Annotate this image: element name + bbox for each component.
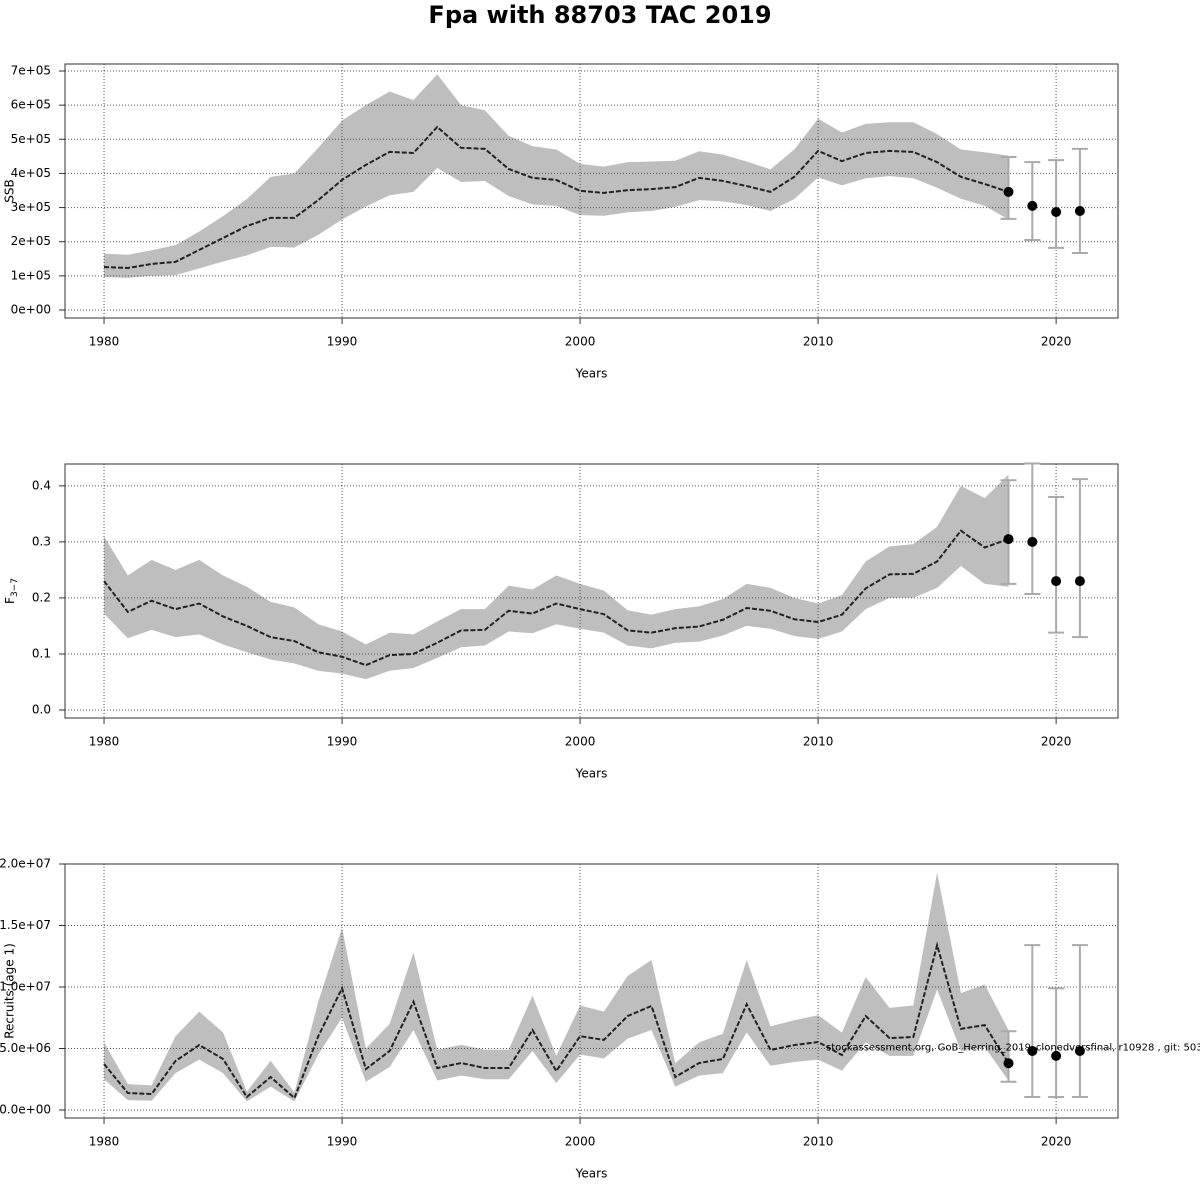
y-tick-label: 1.5e+07 xyxy=(0,918,51,932)
x-tick-label: 2020 xyxy=(1041,735,1072,749)
y-axis-label-subscript: 3−7 xyxy=(10,578,20,597)
x-tick-label: 1990 xyxy=(327,1135,358,1149)
projection-point xyxy=(1074,205,1085,216)
x-axis-label: Years xyxy=(575,767,608,781)
y-tick-label: 0.1 xyxy=(32,646,51,660)
y-tick-label: 3e+05 xyxy=(11,200,51,214)
panel: 1980 1990 2000 2010 2020 0e+00 1e+05 2e+05 3e+05… xyxy=(3,63,1119,381)
x-tick-label: 1980 xyxy=(89,335,120,349)
x-tick-label: 2000 xyxy=(565,1135,596,1149)
projection-point xyxy=(1074,1045,1085,1056)
confidence-band xyxy=(104,74,1009,278)
estimate-line xyxy=(103,941,1010,1100)
x-tick-label: 2000 xyxy=(565,335,596,349)
x-tick-label: 1990 xyxy=(327,335,358,349)
y-tick-label: 2e+05 xyxy=(11,234,51,248)
y-axis-label: Recruits (age 1) xyxy=(3,943,17,1039)
y-tick-label: 4e+05 xyxy=(11,166,51,180)
y-tick-label: 0.3 xyxy=(32,534,51,548)
x-tick-label: 2010 xyxy=(803,1135,834,1149)
confidence-band xyxy=(104,474,1009,680)
annotation: stockassessment.org, GoB_Herring_2019_cl… xyxy=(826,1042,1200,1053)
x-tick-label: 1980 xyxy=(89,735,120,749)
x-axis-label: Years xyxy=(575,367,608,381)
x-tick-label: 2000 xyxy=(565,735,596,749)
plot-frame xyxy=(64,63,1119,319)
projection-point xyxy=(1027,200,1038,211)
projection-point xyxy=(1051,1050,1062,1061)
y-tick-label: 7e+05 xyxy=(11,63,51,77)
estimate-line xyxy=(103,125,1009,270)
projection-point xyxy=(1027,1045,1038,1056)
projection-point xyxy=(1074,576,1085,587)
projection-point xyxy=(1027,536,1038,547)
panel: 1980 1990 2000 2010 2020 0.0 0.1 0.2 0.3 0.4 Years… xyxy=(3,462,1119,781)
y-tick-label: 5e+05 xyxy=(11,132,51,146)
x-tick-label: 2010 xyxy=(803,335,834,349)
y-axis-label: F3−7 xyxy=(3,578,20,604)
y-tick-label: 6e+05 xyxy=(11,98,51,112)
y-tick-label: 0.0 xyxy=(32,702,51,716)
plot-frame xyxy=(64,863,1119,1119)
estimate-line xyxy=(103,529,1009,667)
x-tick-label: 2020 xyxy=(1041,335,1072,349)
y-tick-label: 0e+00 xyxy=(11,303,51,317)
confidence-band xyxy=(104,872,1009,1102)
panel: 1980 1990 2000 2010 2020 0.0e+00 5.0e+06 1.0e+0… xyxy=(0,857,1200,1181)
y-tick-label: 0.4 xyxy=(32,478,51,492)
x-tick-label: 2020 xyxy=(1041,1135,1072,1149)
y-tick-label: 1.0e+07 xyxy=(0,980,51,994)
y-axis-label-main: F xyxy=(3,597,17,604)
x-tick-label: 1990 xyxy=(327,735,358,749)
y-tick-label: 5.0e+06 xyxy=(0,1041,51,1055)
y-axis-label: SSB xyxy=(3,179,17,202)
y-tick-label: 2.0e+07 xyxy=(0,857,51,871)
projection-point xyxy=(1003,1058,1014,1069)
projection-point xyxy=(1051,576,1062,587)
figure-title: Fpa with 88703 TAC 2019 xyxy=(428,1,771,29)
y-tick-label: 0.2 xyxy=(32,590,51,604)
y-tick-label: 1e+05 xyxy=(11,268,51,282)
x-tick-label: 2010 xyxy=(803,735,834,749)
plot-frame xyxy=(64,463,1119,719)
projection-point xyxy=(1003,186,1014,197)
projection-point xyxy=(1003,534,1014,545)
x-axis-label: Years xyxy=(575,1167,608,1181)
projection-point xyxy=(1051,207,1062,218)
y-tick-label: 0.0e+00 xyxy=(0,1103,51,1117)
x-tick-label: 1980 xyxy=(89,1135,120,1149)
